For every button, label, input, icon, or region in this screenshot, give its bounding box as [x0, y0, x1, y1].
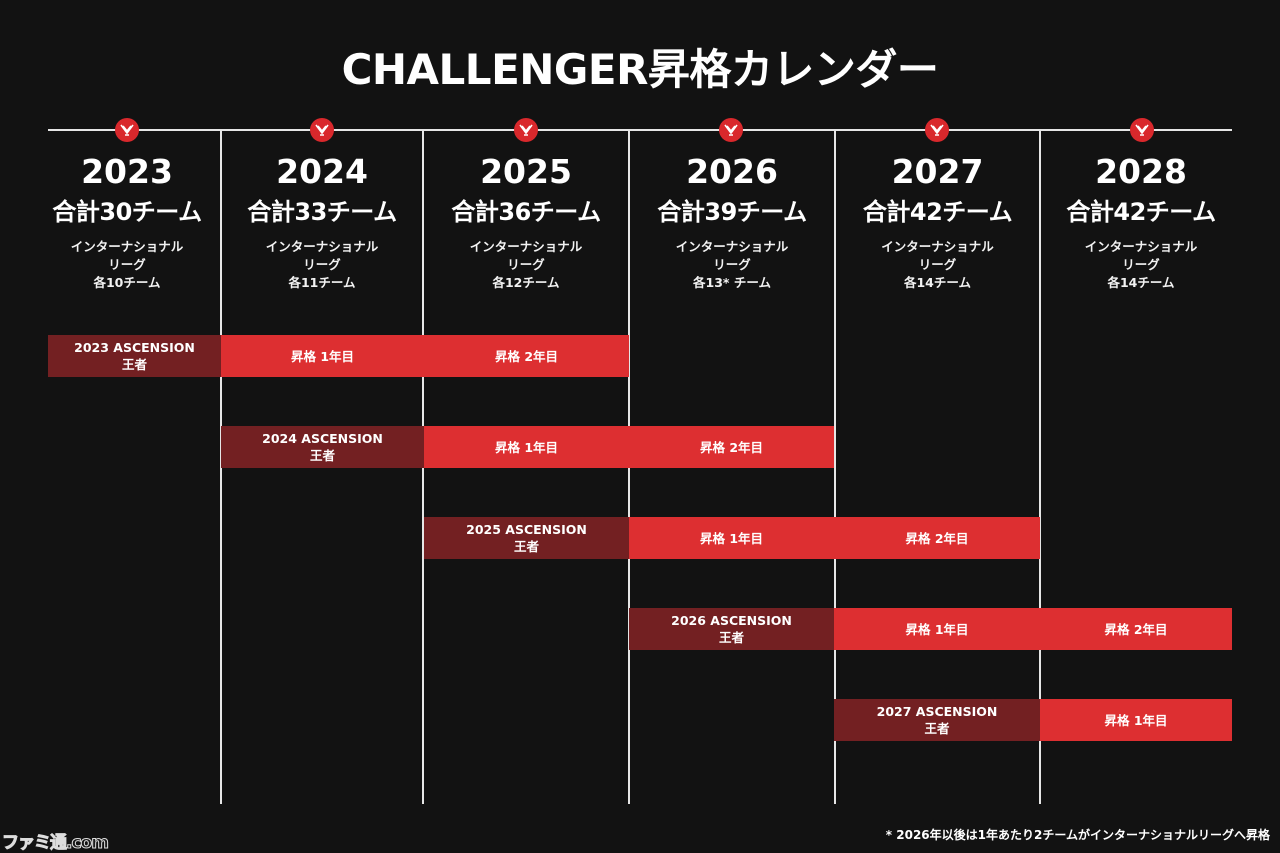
year-column-2028: 2028 合計42チーム インターナショナル リーグ 各14チーム [1041, 152, 1241, 292]
promotion-year1-bar: 昇格 1年目 [834, 608, 1040, 650]
year-label: 2023 [81, 152, 173, 191]
promotion-year2-bar: 昇格 2年目 [1040, 608, 1232, 650]
league-description: インターナショナル リーグ 各10チーム [70, 239, 184, 290]
league-description: インターナショナル リーグ 各11チーム [265, 239, 379, 290]
league-description: インターナショナル リーグ 各12チーム [469, 239, 583, 290]
valorant-champions-icon [925, 118, 949, 142]
year-label: 2027 [891, 152, 984, 191]
promotion-year1-bar: 昇格 1年目 [424, 426, 629, 468]
year-column-2023: 2023 合計30チーム インターナショナル リーグ 各10チーム [48, 152, 206, 292]
team-total: 合計36チーム [451, 198, 601, 226]
valorant-champions-icon [514, 118, 538, 142]
team-total: 合計42チーム [862, 198, 1013, 226]
champion-bar-2026: 2026 ASCENSION 王者 [629, 608, 834, 650]
valorant-champions-icon [310, 118, 334, 142]
league-description: インターナショナル リーグ 各14チーム [881, 239, 994, 290]
team-total: 合計42チーム [1066, 198, 1216, 226]
promotion-year2-bar: 昇格 2年目 [834, 517, 1040, 559]
promotion-year2-bar: 昇格 2年目 [424, 335, 629, 377]
year-column-2027: 2027 合計42チーム インターナショナル リーグ 各14チーム [836, 152, 1039, 292]
valorant-champions-icon [1130, 118, 1154, 142]
year-label: 2025 [480, 152, 572, 191]
league-description: インターナショナル リーグ 各13* チーム [675, 239, 789, 290]
year-label: 2024 [276, 152, 368, 191]
footnote: * 2026年以後は1年あたり2チームがインターナショナルリーグへ昇格 [885, 828, 1270, 842]
year-divider [834, 130, 836, 804]
league-description: インターナショナル リーグ 各14チーム [1084, 239, 1198, 290]
champion-bar-2024: 2024 ASCENSION 王者 [221, 426, 424, 468]
page-title: CHALLENGER昇格カレンダー [341, 45, 939, 94]
champion-bar-2023: 2023 ASCENSION 王者 [48, 335, 221, 377]
team-total: 合計30チーム [52, 198, 202, 226]
watermark-logo: ファミ通.com [2, 833, 110, 853]
promotion-year1-bar: 昇格 1年目 [1040, 699, 1232, 741]
timeline-axis [48, 129, 1232, 131]
promotion-year2-bar: 昇格 2年目 [629, 426, 834, 468]
year-divider [1039, 130, 1041, 804]
year-column-2025: 2025 合計36チーム インターナショナル リーグ 各12チーム [424, 152, 628, 292]
promotion-year1-bar: 昇格 1年目 [221, 335, 424, 377]
champion-bar-2027: 2027 ASCENSION 王者 [834, 699, 1040, 741]
year-label: 2028 [1095, 152, 1187, 191]
valorant-champions-icon [115, 118, 139, 142]
team-total: 合計39チーム [657, 198, 807, 226]
champion-bar-2025: 2025 ASCENSION 王者 [424, 517, 629, 559]
year-column-2024: 2024 合計33チーム インターナショナル リーグ 各11チーム [222, 152, 422, 292]
valorant-champions-icon [719, 118, 743, 142]
year-column-2026: 2026 合計39チーム インターナショナル リーグ 各13* チーム [630, 152, 834, 292]
promotion-year1-bar: 昇格 1年目 [629, 517, 834, 559]
year-label: 2026 [686, 152, 778, 191]
team-total: 合計33チーム [247, 198, 397, 226]
